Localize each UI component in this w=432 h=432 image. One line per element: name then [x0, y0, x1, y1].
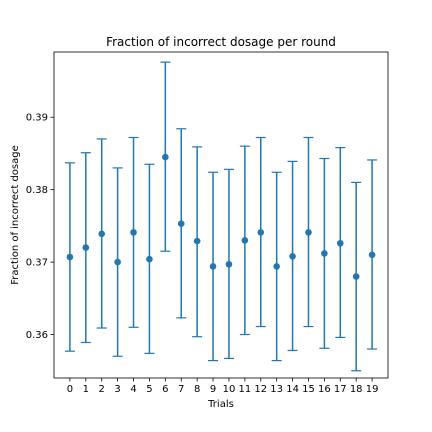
data-point — [146, 255, 153, 263]
x-tick-label: 17 — [334, 384, 347, 395]
data-point — [336, 239, 344, 247]
chart-title: Fraction of incorrect dosage per round — [106, 35, 336, 49]
x-tick-label: 4 — [130, 384, 136, 395]
data-point — [305, 229, 312, 236]
data-point — [273, 263, 280, 270]
data-point — [241, 237, 249, 244]
x-axis-label: Trials — [207, 399, 234, 410]
x-tick-label: 16 — [318, 384, 331, 395]
plot-area — [64, 61, 378, 372]
x-tick-label: 5 — [146, 384, 152, 395]
x-tick-label: 15 — [302, 384, 315, 395]
data-point — [352, 273, 360, 280]
data-point — [321, 250, 328, 257]
x-tick-label: 3 — [114, 384, 120, 395]
x-tick-label: 2 — [99, 384, 105, 395]
y-tick-label: 0.39 — [26, 113, 48, 124]
x-tick-label: 19 — [366, 384, 379, 395]
data-point — [257, 229, 265, 236]
x-tick-label: 10 — [223, 384, 236, 395]
data-point — [82, 244, 90, 251]
x-tick-label: 13 — [270, 384, 283, 395]
axes-frame — [53, 51, 389, 379]
x-tick-label: 11 — [238, 384, 251, 395]
x-tick-label: 0 — [67, 384, 73, 395]
x-tick-label: 9 — [210, 384, 216, 395]
data-point — [209, 263, 217, 270]
x-tick-label: 18 — [350, 384, 363, 395]
x-tick-label: 7 — [178, 384, 184, 395]
y-tick-label: 0.38 — [26, 185, 48, 196]
data-point — [177, 220, 185, 227]
y-axis-label: Fraction of incorrect dosage — [10, 145, 21, 285]
y-tick-label: 0.37 — [26, 258, 48, 269]
data-point — [114, 258, 121, 266]
data-point — [368, 251, 376, 259]
x-tick-label: 8 — [194, 384, 200, 395]
data-point — [193, 237, 201, 245]
data-point — [130, 229, 137, 236]
x-tick-label: 6 — [162, 384, 168, 395]
x-tick-label: 1 — [83, 384, 89, 395]
data-point — [289, 252, 296, 260]
x-tick-label: 14 — [286, 384, 299, 395]
data-point — [162, 153, 169, 161]
y-tick-label: 0.36 — [26, 330, 48, 341]
data-point — [225, 260, 233, 268]
x-tick-label: 12 — [254, 384, 267, 395]
data-point — [66, 253, 74, 261]
y-axis: 0.36 0.37 0.38 0.39 — [26, 113, 54, 341]
x-axis: 0 1 2 3 4 5 6 7 8 9 10 11 12 13 14 15 16 17 18 19 — [67, 378, 379, 395]
data-point — [98, 230, 106, 238]
